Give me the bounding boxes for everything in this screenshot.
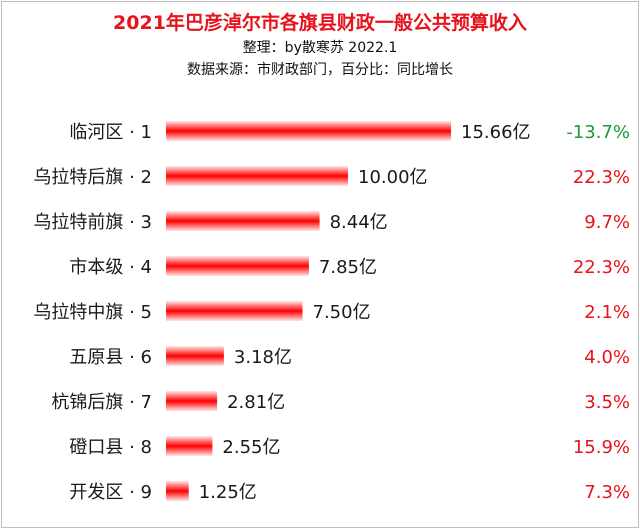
value-label: 3.18亿 (234, 347, 292, 368)
growth-label: 22.3% (573, 257, 630, 278)
growth-label: 9.7% (584, 212, 630, 233)
bar (166, 211, 320, 231)
category-label: 乌拉特前旗 · 3 (33, 212, 152, 233)
bar (166, 256, 309, 276)
bar (166, 121, 451, 141)
bar (166, 481, 189, 501)
growth-label: -13.7% (566, 122, 630, 143)
value-label: 8.44亿 (330, 212, 388, 233)
plot-area: 临河区 · 1 15.66亿 -13.7% 乌拉特后旗 · 2 10.00亿 22.3% 乌… (33, 121, 630, 503)
growth-label: 15.9% (573, 437, 630, 458)
growth-label: 7.3% (584, 482, 630, 503)
bar (166, 436, 213, 456)
growth-label: 3.5% (584, 392, 630, 413)
category-label: 杭锦后旗 · 7 (51, 392, 152, 413)
category-label: 磴口县 · 8 (69, 437, 152, 458)
chart-title: 2021年巴彦淖尔市各旗县财政一般公共预算收入 (113, 12, 527, 34)
value-label: 10.00亿 (358, 167, 428, 188)
bar (166, 346, 224, 366)
chart-source-note: 数据来源：市财政部门，百分比：同比增长 (187, 62, 453, 78)
category-label: 乌拉特后旗 · 2 (33, 167, 152, 188)
category-label: 乌拉特中旗 · 5 (33, 302, 152, 323)
growth-label: 22.3% (573, 167, 630, 188)
bar (166, 391, 218, 411)
bar (166, 301, 303, 321)
category-label: 临河区 · 1 (69, 122, 152, 143)
value-label: 7.50亿 (313, 302, 371, 323)
growth-label: 2.1% (584, 302, 630, 323)
category-label: 五原县 · 6 (69, 347, 152, 368)
category-label: 开发区 · 9 (69, 482, 152, 503)
value-label: 1.25亿 (199, 482, 257, 503)
chart-credit: 整理：by散寒苏 2022.1 (242, 40, 398, 56)
category-label: 市本级 · 4 (69, 257, 152, 278)
value-label: 7.85亿 (319, 257, 377, 278)
bar (166, 166, 348, 186)
value-label: 2.81亿 (227, 392, 285, 413)
value-label: 15.66亿 (461, 122, 531, 143)
value-label: 2.55亿 (222, 437, 280, 458)
growth-label: 4.0% (584, 347, 630, 368)
